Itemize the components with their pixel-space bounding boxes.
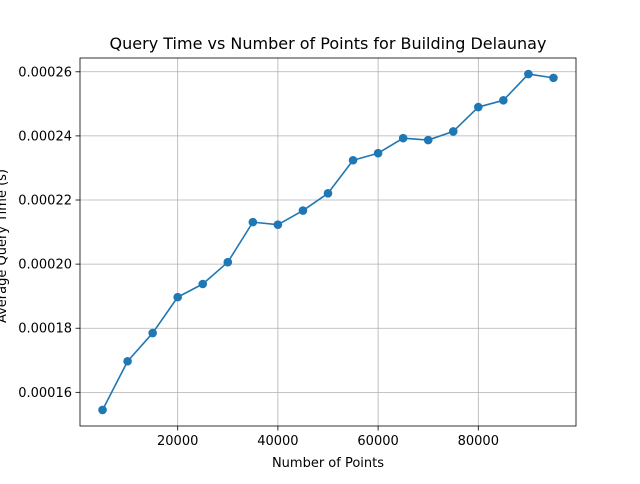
data-point: [273, 220, 283, 229]
data-point: [198, 279, 208, 289]
data-point: [549, 73, 558, 83]
data-point: [248, 217, 258, 227]
data-point: [524, 69, 533, 79]
chart-title: Query Time vs Number of Points for Build…: [110, 34, 547, 53]
data-point: [499, 96, 508, 105]
y-axis-ticks: 0.00016 0.00018 0.00020 0.00022 0.00024 0.000…: [18, 65, 80, 401]
data-point: [373, 148, 383, 158]
data-point: [173, 292, 182, 302]
y-tick-label: 0.00018: [18, 322, 72, 337]
data-point: [398, 133, 408, 143]
x-tick-label: 80000: [458, 434, 499, 449]
x-axis-label: Number of Points: [272, 456, 384, 471]
data-point: [348, 155, 358, 165]
x-tick-label: 60000: [357, 434, 398, 449]
data-point: [298, 206, 308, 215]
y-tick-label: 0.00026: [18, 65, 72, 80]
y-tick-label: 0.00022: [18, 194, 72, 209]
data-point: [223, 257, 233, 267]
x-tick-label: 20000: [157, 434, 198, 449]
data-point: [474, 102, 483, 112]
grid-lines: [80, 58, 576, 426]
y-tick-label: 0.00016: [18, 386, 72, 401]
data-point: [423, 135, 433, 145]
y-axis-label: Average Query Time (s): [0, 169, 10, 323]
data-series: [98, 69, 558, 415]
data-point: [148, 328, 157, 338]
data-point: [448, 127, 458, 136]
data-point: [98, 405, 107, 415]
y-tick-label: 0.00020: [18, 258, 72, 273]
x-axis-ticks: 20000 40000 60000 80000: [157, 426, 499, 449]
plot-frame: [79, 57, 577, 427]
x-tick-label: 40000: [257, 434, 298, 449]
data-point: [323, 188, 333, 198]
y-tick-label: 0.00024: [18, 129, 72, 144]
data-point: [123, 356, 132, 366]
